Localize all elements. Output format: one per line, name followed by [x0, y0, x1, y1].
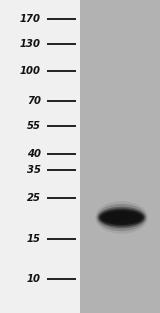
Ellipse shape — [95, 201, 148, 234]
Text: 55: 55 — [27, 121, 41, 131]
Ellipse shape — [103, 212, 140, 223]
Ellipse shape — [100, 210, 143, 225]
Bar — [0, 0, 80, 313]
Ellipse shape — [96, 204, 147, 231]
Text: 70: 70 — [27, 96, 41, 106]
Ellipse shape — [98, 207, 146, 228]
Ellipse shape — [99, 208, 144, 227]
Text: 35: 35 — [27, 165, 41, 175]
Text: 10: 10 — [27, 274, 41, 284]
Text: 100: 100 — [20, 66, 41, 76]
Text: 130: 130 — [20, 39, 41, 49]
Text: 15: 15 — [27, 233, 41, 244]
Text: 25: 25 — [27, 193, 41, 203]
Text: 170: 170 — [20, 14, 41, 24]
Bar — [80, 0, 160, 313]
Text: 40: 40 — [27, 149, 41, 159]
